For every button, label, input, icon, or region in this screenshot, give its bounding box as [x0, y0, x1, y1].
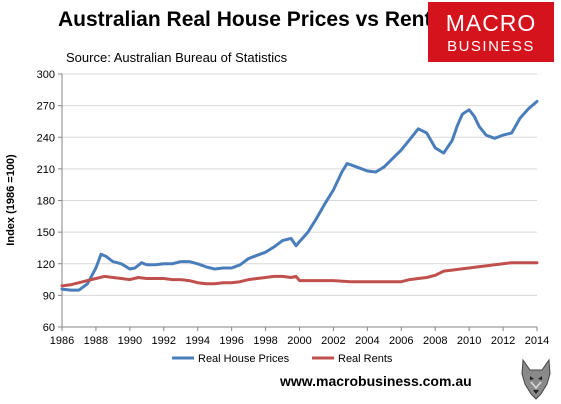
logo-line-1: MACRO	[445, 10, 537, 36]
x-tick-label-2004: 2004	[355, 335, 379, 347]
series-lines	[60, 99, 539, 292]
x-tick-label-1988: 1988	[84, 335, 108, 347]
x-tick-label-2000: 2000	[287, 335, 311, 347]
x-tick-label-2014: 2014	[525, 335, 549, 347]
y-tick-label-90: 90	[43, 290, 55, 302]
x-tick-label-2002: 2002	[321, 335, 345, 347]
y-tick-label-120: 120	[37, 259, 55, 271]
x-tick-label-1994: 1994	[185, 335, 209, 347]
series-line-1	[60, 261, 539, 288]
x-tick-label-1990: 1990	[118, 335, 142, 347]
y-tick-label-150: 150	[37, 227, 55, 239]
legend-label-1: Real Rents	[338, 353, 393, 365]
x-tick-label-1992: 1992	[152, 335, 176, 347]
x-tick-label-1986: 1986	[50, 335, 74, 347]
y-tick-labels: 60 90 120 150 180 210 240 270 300	[37, 69, 62, 334]
x-tick-label-1996: 1996	[219, 335, 243, 347]
legend: Real House Prices Real Rents	[172, 353, 393, 365]
y-tick-label-210: 210	[37, 164, 55, 176]
chart-title: Australian Real House Prices vs Rents	[58, 8, 444, 31]
y-tick-label-300: 300	[37, 69, 55, 81]
logo-line-2: BUSINESS	[447, 38, 535, 55]
y-axis-label: Index (1986 =100)	[5, 154, 17, 246]
x-tick-labels: 1986 1988 1990 1992 1994 1996 1998 2000 2002 2004…	[50, 327, 549, 347]
legend-label-0: Real House Prices	[198, 353, 290, 365]
macro-business-logo: MACRO BUSINESS	[428, 2, 554, 62]
x-tick-label-2006: 2006	[389, 335, 413, 347]
x-tick-label-2010: 2010	[457, 335, 481, 347]
y-tick-label-60: 60	[43, 322, 55, 334]
grid-lines	[62, 73, 537, 296]
x-tick-label-2008: 2008	[423, 335, 447, 347]
wolf-icon	[521, 358, 551, 400]
series-line-0	[60, 99, 539, 292]
y-tick-label-180: 180	[37, 196, 55, 208]
chart-source: Source: Australian Bureau of Statistics	[66, 50, 288, 65]
x-tick-label-1998: 1998	[253, 335, 277, 347]
website-url[interactable]: www.macrobusiness.com.au	[280, 373, 472, 389]
y-tick-label-240: 240	[37, 132, 55, 144]
y-tick-label-270: 270	[37, 101, 55, 113]
x-tick-label-2012: 2012	[491, 335, 515, 347]
